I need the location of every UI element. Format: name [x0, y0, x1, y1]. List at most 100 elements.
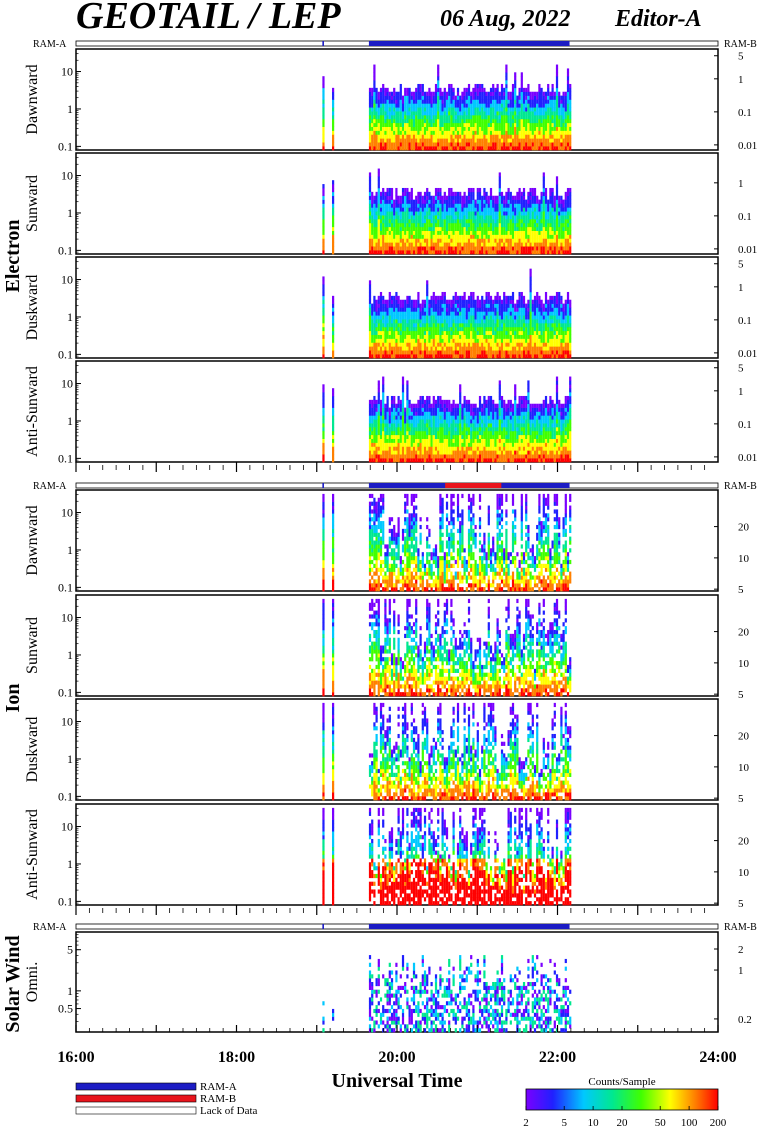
spectrogram-cell [487, 346, 490, 351]
spectrogram-cell [397, 230, 400, 235]
spectrogram-cell [399, 203, 402, 208]
spectrogram-cell [390, 442, 394, 447]
spectrogram-cell [564, 334, 567, 339]
spectrogram-cell [395, 350, 398, 355]
spectrogram-cell [386, 195, 389, 200]
spectrogram-cell [456, 195, 460, 200]
spectrogram-cell [551, 211, 554, 216]
spectrogram-cell [544, 142, 548, 147]
spectrogram-cell [485, 334, 488, 339]
spectrogram-cell [379, 207, 383, 212]
spectrogram-cell [533, 138, 537, 143]
spectrogram-cell [478, 95, 482, 100]
spectrogram-cell [373, 450, 376, 455]
spectrogram-cell [507, 334, 510, 339]
spectrogram-cell [474, 207, 477, 212]
spectrogram-cell [483, 111, 486, 116]
spectrogram-cell [379, 199, 383, 204]
spectrogram-cell [525, 222, 528, 228]
spectrogram-cell [459, 342, 462, 347]
spectrogram-cell [553, 330, 556, 335]
spectrogram-cell [419, 87, 422, 93]
spectrogram-cell [454, 207, 457, 212]
spectrogram-cell [371, 311, 374, 316]
spectrogram-cell [459, 350, 462, 355]
spectrogram-cell [456, 142, 460, 147]
spectrogram-cell [454, 222, 457, 228]
spectrogram-cell [522, 122, 526, 127]
spectrogram-cell [375, 430, 378, 436]
spectrogram-cell [503, 215, 506, 220]
spectrogram-cell [404, 142, 407, 147]
spectrogram-cell [384, 407, 387, 412]
spectrogram-cell [454, 311, 457, 316]
spectrogram-cell [511, 115, 515, 120]
spectrogram-cell [373, 95, 376, 100]
spectrogram-cell [542, 203, 545, 208]
spectrogram-cell [483, 307, 486, 312]
spectrogram-cell [514, 199, 517, 204]
spectrogram-cell [379, 326, 383, 332]
spectrogram-cell [536, 195, 539, 200]
spectrogram-cell [465, 99, 468, 104]
spectrogram-cell [509, 203, 512, 208]
spectrogram-cell [489, 303, 493, 308]
spectrogram-cell [331, 350, 335, 355]
panel-label: Dawnward [24, 64, 41, 134]
spectrogram-cell [404, 307, 407, 312]
spectrogram-cell [542, 195, 545, 200]
spectrogram-cell [459, 303, 462, 308]
spectrogram-cell [388, 111, 391, 116]
spectrogram-cell [503, 207, 506, 212]
spectrogram-cell [408, 203, 411, 208]
spectrogram-cell [527, 115, 530, 120]
spectrogram-cell [485, 242, 488, 247]
spectrogram-cell [551, 354, 554, 359]
spectrogram-cell [489, 338, 493, 343]
spectrogram-cell [538, 315, 541, 320]
spectrogram-cell [555, 107, 559, 112]
spectrogram-cell [375, 230, 378, 235]
spectrogram-cell [417, 107, 420, 112]
spectrogram-cell [410, 195, 413, 200]
spectrogram-cell [437, 115, 440, 120]
spectrogram-cell [518, 350, 521, 355]
spectrogram-cell [448, 230, 451, 235]
spectrogram-cell [393, 295, 396, 301]
spectrogram-cell [375, 134, 378, 139]
spectrogram-cell [448, 118, 451, 124]
spectrogram-cell [379, 311, 383, 316]
spectrogram-cell [428, 315, 431, 320]
spectrogram-cell [558, 342, 561, 347]
spectrogram-cell [509, 334, 512, 339]
spectrogram-cell [331, 126, 335, 131]
spectrogram-cell [445, 350, 449, 355]
spectrogram-cell [476, 207, 479, 212]
spectrogram-cell [393, 399, 396, 405]
spectrogram-cell [415, 87, 418, 93]
spectrogram-cell [487, 99, 490, 104]
spectrogram-cell [492, 103, 495, 108]
spectrogram-cell [514, 103, 517, 108]
spectrogram-cell [419, 303, 422, 308]
spectrogram-cell [520, 330, 523, 335]
spectrogram-cell [500, 103, 504, 108]
spectrogram-cell [395, 450, 398, 455]
spectrogram-cell [461, 330, 464, 335]
spectrogram-cell [401, 323, 405, 328]
spectrogram-cell [553, 207, 556, 212]
spectrogram-cell [377, 330, 380, 335]
spectrogram-cell [542, 91, 545, 96]
spectrogram-cell [522, 323, 526, 328]
spectrogram-cell [472, 234, 475, 239]
spectrogram-cell [331, 323, 335, 328]
spectrogram-cell [518, 199, 521, 204]
spectrogram-cell [536, 303, 539, 308]
spectrogram-cell [461, 146, 464, 151]
spectrogram-cell [470, 222, 473, 228]
spectrogram-cell [397, 319, 400, 324]
spectrogram-cell [377, 299, 380, 304]
spectrogram-cell [399, 222, 402, 228]
spectrogram-cell [421, 246, 424, 251]
spectrogram-cell [393, 107, 396, 112]
